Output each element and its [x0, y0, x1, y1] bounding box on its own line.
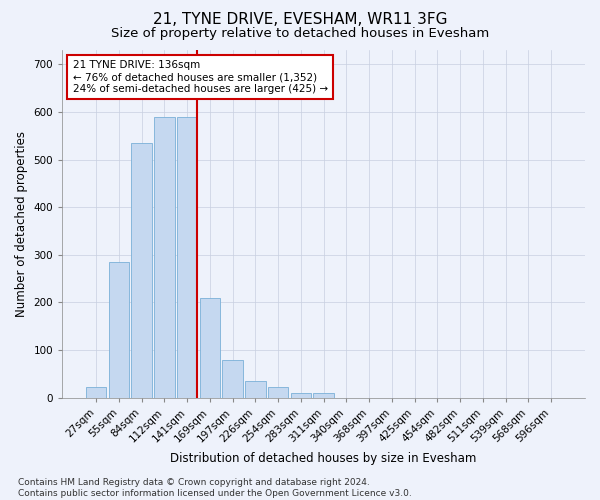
Bar — [131, 143, 152, 398]
Bar — [200, 298, 220, 398]
Bar — [86, 388, 106, 398]
Text: 21 TYNE DRIVE: 136sqm
← 76% of detached houses are smaller (1,352)
24% of semi-d: 21 TYNE DRIVE: 136sqm ← 76% of detached … — [73, 60, 328, 94]
Bar — [154, 116, 175, 398]
Text: Contains HM Land Registry data © Crown copyright and database right 2024.
Contai: Contains HM Land Registry data © Crown c… — [18, 478, 412, 498]
Bar — [109, 262, 129, 398]
Text: 21, TYNE DRIVE, EVESHAM, WR11 3FG: 21, TYNE DRIVE, EVESHAM, WR11 3FG — [153, 12, 447, 28]
Bar — [177, 116, 197, 398]
Bar — [313, 393, 334, 398]
Bar — [290, 393, 311, 398]
X-axis label: Distribution of detached houses by size in Evesham: Distribution of detached houses by size … — [170, 452, 477, 465]
Text: Size of property relative to detached houses in Evesham: Size of property relative to detached ho… — [111, 28, 489, 40]
Bar — [223, 360, 243, 398]
Bar — [268, 388, 289, 398]
Y-axis label: Number of detached properties: Number of detached properties — [15, 131, 28, 317]
Bar — [245, 381, 266, 398]
